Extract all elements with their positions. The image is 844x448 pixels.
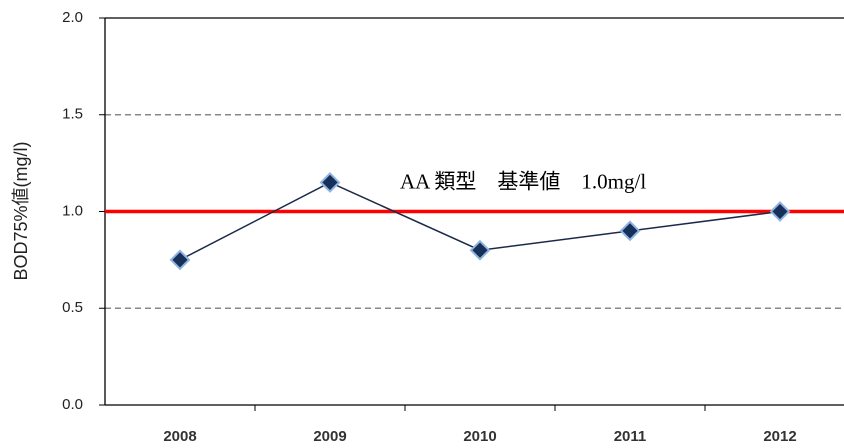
x-tick-label: 2009	[313, 428, 346, 445]
y-tick-label: 1.0	[62, 202, 83, 219]
y-tick-label: 1.5	[62, 106, 83, 123]
y-axis-label: BOD75%値(mg/l)	[11, 141, 31, 280]
y-tick-label: 0.0	[62, 396, 83, 413]
reference-label: AA 類型 基準値 1.0mg/l	[400, 169, 646, 193]
y-tick-label: 0.5	[62, 299, 83, 316]
x-tick-label: 2011	[614, 428, 647, 445]
marker	[769, 201, 791, 222]
y-tick-label: 2.0	[62, 9, 83, 26]
marker	[469, 239, 491, 261]
x-tick-label: 2012	[763, 428, 796, 445]
x-tick-label: 2008	[163, 428, 196, 445]
marker	[319, 172, 341, 193]
x-tick-label: 2010	[463, 428, 496, 445]
marker	[169, 249, 191, 271]
marker	[619, 220, 641, 242]
